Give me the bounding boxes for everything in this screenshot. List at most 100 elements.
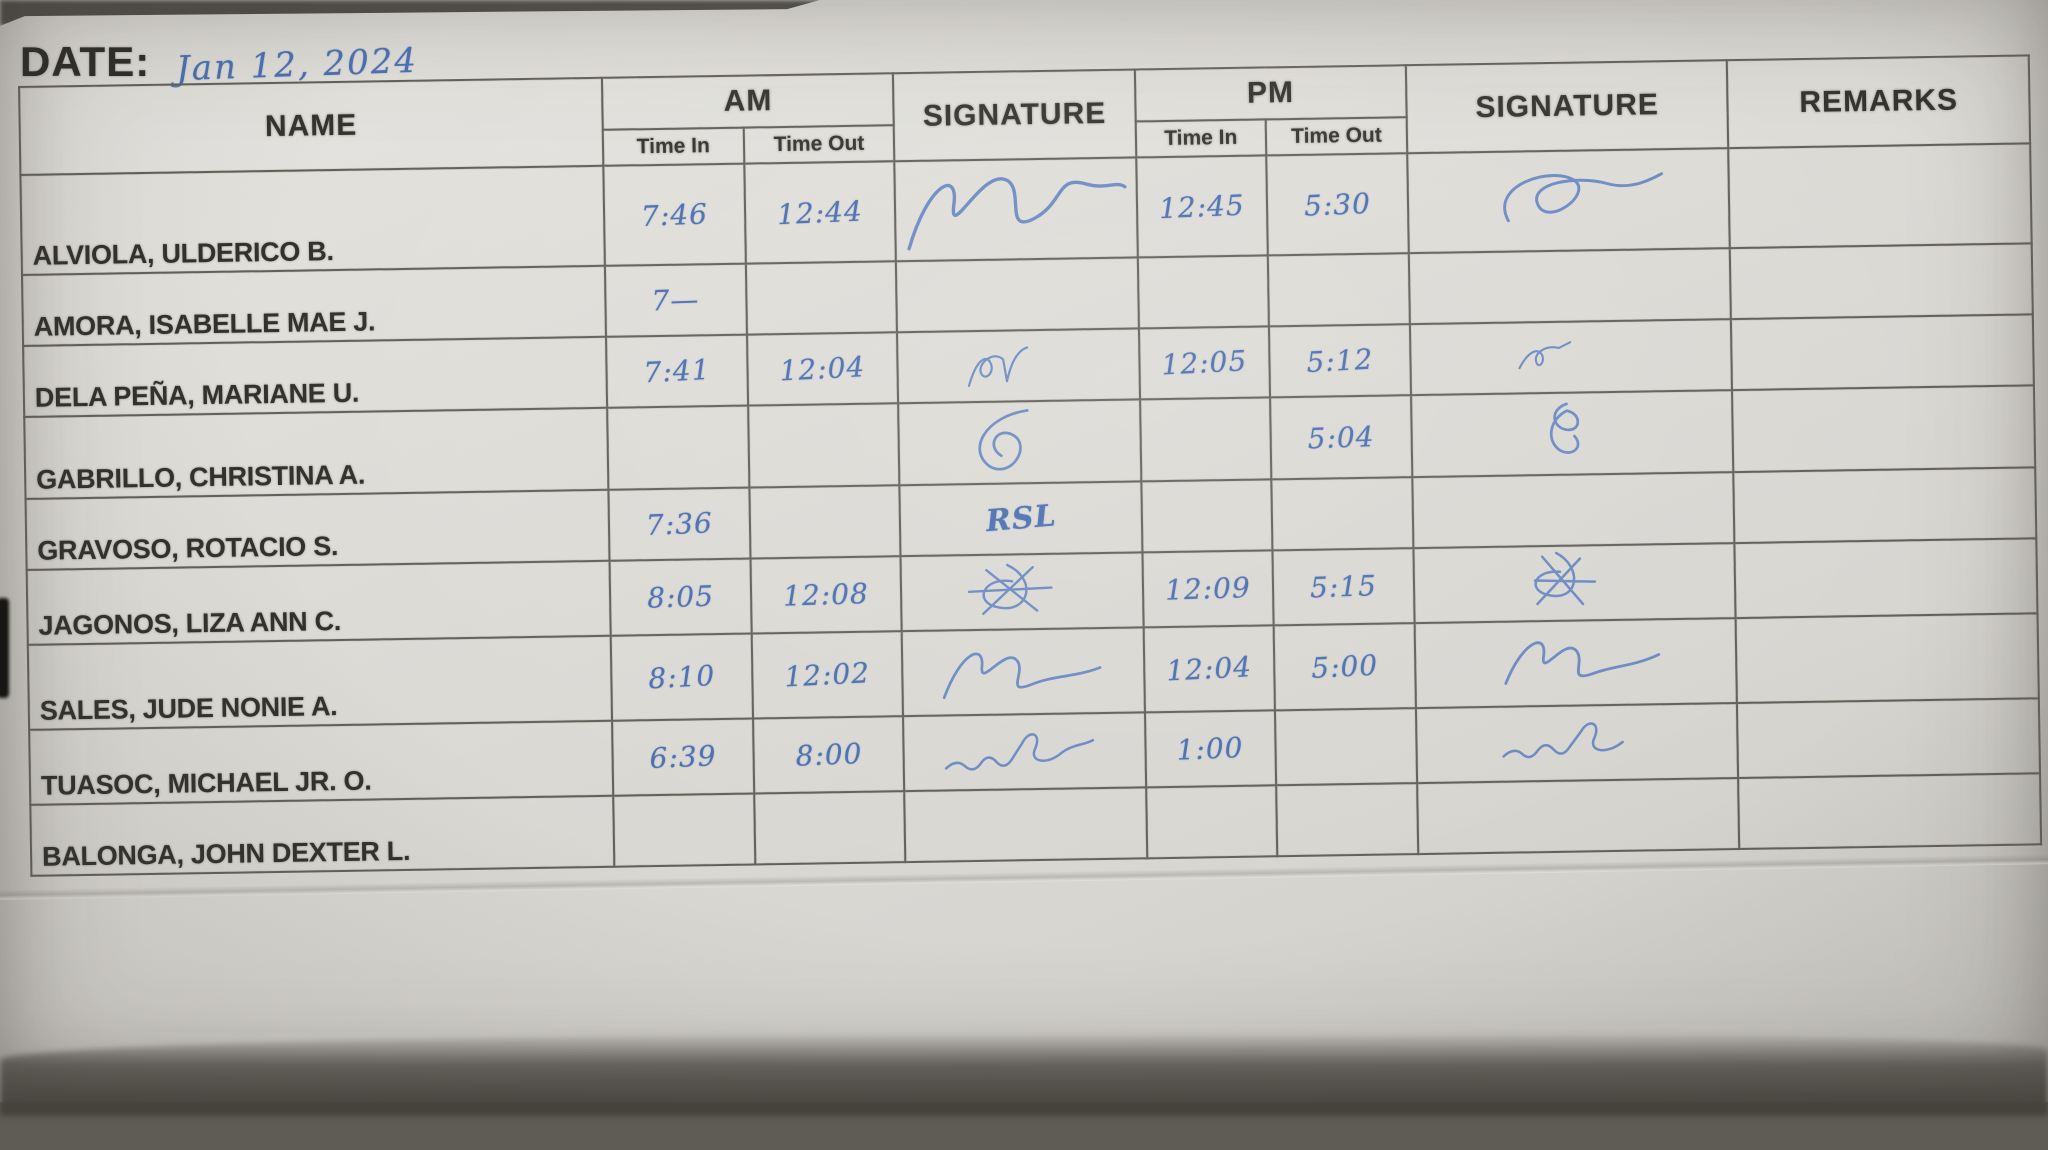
signature-scribble [907,177,1127,251]
am-time-out-cell [747,403,900,488]
remarks-cell [1734,538,2038,619]
signature-scribble [967,345,1029,387]
col-header-am: AM [601,73,895,130]
am-time-out-cell [745,261,898,335]
am-time-out-cell: 12:08 [750,556,903,634]
pm-time-in-cell: 1:00 [1144,710,1277,788]
pm-time-in-cell: 12:45 [1135,155,1268,258]
signature-scribble [1533,551,1597,606]
am-time-out-cell: 8:00 [752,716,905,794]
am-time-out-cell: 12:44 [743,161,897,264]
pm-time-out-cell [1271,477,1414,551]
am-time-in-cell: 7:36 [608,487,751,561]
am-time-in-cell: 8:10 [610,633,753,721]
signature-scribble [1518,341,1572,370]
signature-scribble [942,652,1102,699]
am-time-in-cell: 7— [604,263,747,337]
pm-time-in-cell [1137,255,1270,329]
col-header-name: NAME [19,77,604,175]
name-cell: DELA PEÑA, MARIANE U. [23,336,608,417]
am-time-in-cell: 7:46 [603,163,746,266]
am-signature-cell: RSL [899,481,1142,557]
signature-scribble [1503,172,1664,223]
photo-top-shadow [0,0,820,26]
col-header-pm-time-in: Time In [1135,119,1267,158]
desk-edge-shadow [0,1032,2048,1116]
table-row: DELA PEÑA, MARIANE U. 7:41 12:04 12:05 5:12 [23,314,2034,417]
am-time-out-cell [748,485,901,559]
col-header-pm-time-out: Time Out [1265,117,1408,156]
name-cell: BALONGA, JOHN DEXTER L. [30,795,615,876]
col-header-am-time-out: Time Out [743,125,895,164]
remarks-cell [1732,385,2036,473]
name-cell: ALVIOLA, ULDERICO B. [20,165,605,275]
remarks-cell [1733,467,2037,544]
am-time-in-cell: 7:41 [605,334,748,408]
am-time-out-cell: 12:04 [746,332,899,406]
pm-time-in-cell [1139,397,1272,482]
am-signature-cell [904,787,1147,863]
col-header-remarks: REMARKS [1727,55,2031,149]
pm-time-out-cell [1276,783,1419,857]
pm-signature-cell [1414,618,1738,709]
am-time-in-cell: 6:39 [611,718,754,796]
pm-signature-cell [1409,319,1733,396]
name-cell: JAGONOS, LIZA ANN C. [26,560,611,645]
pm-signature-cell [1413,543,1737,624]
attendance-rows: ALVIOLA, ULDERICO B. 7:46 12:44 12:45 5:30 AM… [20,143,2042,876]
table-row: SALES, JUDE NONIE A. 8:10 12:02 12:04 5:00 [27,613,2039,730]
pm-time-out-cell: 5:00 [1273,623,1416,711]
pm-time-out-cell: 5:12 [1269,324,1411,398]
am-time-in-cell: 8:05 [609,558,752,636]
pm-signature-cell [1416,778,1740,855]
pm-time-out-cell: 5:30 [1266,153,1409,256]
am-time-in-cell [607,405,749,490]
signature-scribble [945,733,1095,771]
table-row: TUASOC, MICHAEL JR. O. 6:39 8:00 1:00 [29,698,2041,805]
am-time-out-cell: 12:02 [751,631,904,719]
remarks-cell [1737,698,2041,779]
pm-time-out-cell [1267,253,1410,327]
paper-sheet: DATE: Jan 12, 2024 NAME AM SIGNATURE PM … [0,0,2048,1116]
pm-time-in-cell: 12:04 [1143,625,1276,713]
col-header-signature-am: SIGNATURE [893,69,1136,162]
am-signature-cell [900,552,1144,632]
am-signature-cell [894,157,1138,262]
remarks-cell [1728,143,2032,249]
pm-time-out-cell: 5:15 [1272,548,1415,626]
am-time-in-cell [613,793,755,867]
date-line: DATE: Jan 12, 2024 [20,38,419,89]
name-cell: GABRILLO, CHRISTINA A. [24,407,609,499]
col-header-signature-pm: SIGNATURE [1405,60,1729,154]
am-signature-cell [897,328,1140,404]
col-header-pm: PM [1134,65,1407,122]
pm-time-in-cell: 12:05 [1138,326,1271,400]
pm-signature-cell [1415,703,1739,784]
pm-time-in-cell [1140,479,1273,553]
remarks-cell [1731,314,2034,391]
date-label: DATE: [20,38,151,85]
am-signature-cell [896,257,1139,333]
remarks-cell [1730,243,2033,320]
am-signature-cell [903,712,1146,792]
name-cell: TUASOC, MICHAEL JR. O. [29,720,614,805]
am-signature-cell [902,627,1145,717]
signature-scribble [978,409,1029,471]
name-cell: SALES, JUDE NONIE A. [27,635,612,730]
pm-signature-cell [1407,148,1731,254]
col-header-am-time-in: Time In [602,127,744,166]
am-signature-cell [898,399,1141,486]
pm-signature-cell [1412,472,1735,549]
pm-time-in-cell: 12:09 [1141,550,1274,628]
name-cell: AMORA, ISABELLE MAE J. [21,265,606,346]
signature-scribble [1502,722,1625,759]
remarks-cell [1736,613,2039,704]
name-cell: GRAVOSO, ROTACIO S. [25,489,610,570]
table-row: JAGONOS, LIZA ANN C. 8:05 12:08 12:09 5:15 [26,538,2038,645]
pm-time-in-cell [1145,785,1278,859]
pm-signature-cell [1408,248,1732,325]
table-row: GABRILLO, CHRISTINA A. 5:04 [24,385,2036,499]
signature-scribble [1504,641,1661,685]
attendance-table-wrap: NAME AM SIGNATURE PM SIGNATURE REMARKS T… [18,54,2042,877]
pm-time-out-cell: 5:04 [1270,395,1413,480]
